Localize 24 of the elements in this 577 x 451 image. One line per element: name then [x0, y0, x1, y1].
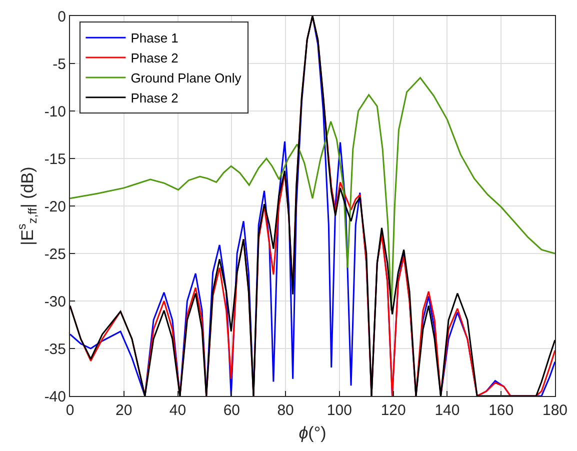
y-tick-label: -40: [44, 388, 66, 406]
y-tick-label: -30: [44, 293, 66, 310]
x-axis-title: ϕ(°): [298, 423, 326, 442]
x-tick-label: 160: [488, 402, 514, 419]
y-tick-label: -35: [44, 340, 66, 358]
y-tick-label: -10: [44, 103, 66, 120]
x-tick-label: 40: [169, 402, 186, 419]
legend-label: Phase 2: [130, 90, 178, 106]
x-tick-label: 180: [542, 402, 568, 419]
x-tick-label: 100: [326, 402, 352, 419]
y-tick-label: -5: [52, 56, 66, 73]
y-tick-label: -25: [44, 246, 66, 263]
y-tick-label: -15: [44, 150, 66, 168]
x-tick-label: 20: [116, 402, 132, 419]
x-tick-label: 140: [434, 402, 460, 419]
y-tick-label: -20: [44, 198, 66, 216]
x-tick-label: 80: [277, 402, 294, 419]
legend-label: Ground Plane Only: [130, 70, 242, 86]
legend-label: Phase 1: [130, 30, 178, 46]
line-series: [70, 16, 555, 396]
x-tick-label: 120: [380, 402, 406, 419]
legend-label: Phase 2: [130, 50, 178, 66]
y-tick-label: 0: [58, 8, 66, 26]
x-tick-label: 60: [223, 402, 240, 419]
